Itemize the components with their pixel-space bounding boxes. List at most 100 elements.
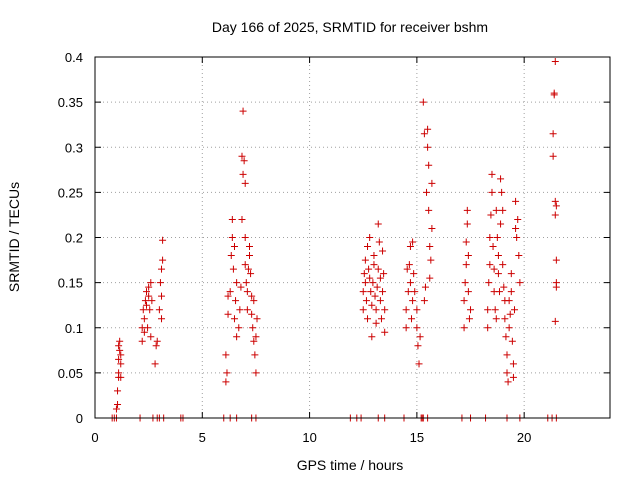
data-point (138, 337, 146, 345)
data-point (224, 292, 232, 300)
data-point (372, 319, 380, 327)
data-point (505, 297, 513, 305)
x-tick-label: 5 (199, 430, 206, 445)
data-point (241, 179, 249, 187)
data-point (499, 261, 507, 269)
data-point (503, 351, 511, 359)
y-tick-label: 0.25 (58, 185, 83, 200)
data-point (377, 315, 385, 323)
data-point (485, 279, 493, 287)
data-point (253, 315, 261, 323)
data-point (362, 297, 370, 305)
data-point (159, 256, 167, 264)
data-point (115, 355, 123, 363)
data-point (365, 265, 373, 273)
data-point (502, 333, 510, 341)
data-points (108, 58, 560, 422)
data-point (409, 238, 417, 246)
data-point (238, 152, 246, 160)
data-point (146, 306, 154, 314)
data-point (147, 333, 155, 341)
y-tick-label: 0.4 (65, 50, 83, 65)
data-point (248, 292, 256, 300)
data-point (139, 306, 147, 314)
y-tick-label: 0.3 (65, 140, 83, 155)
data-point (366, 274, 374, 282)
data-point (239, 107, 247, 115)
data-point (500, 283, 508, 291)
data-point (402, 306, 410, 314)
data-point (460, 324, 468, 332)
data-point (145, 292, 153, 300)
data-point (236, 306, 244, 314)
data-point (551, 58, 559, 66)
data-point (507, 270, 515, 278)
data-point (112, 405, 120, 413)
y-tick-label: 0 (76, 411, 83, 426)
data-point (148, 297, 156, 305)
data-point (427, 256, 435, 264)
data-point (381, 306, 389, 314)
data-point (158, 315, 166, 323)
data-point (420, 130, 428, 138)
data-point (155, 306, 163, 314)
data-point (498, 188, 506, 196)
data-point (243, 288, 251, 296)
data-point (413, 324, 421, 332)
data-point (512, 197, 520, 205)
data-point (497, 220, 505, 228)
data-point (240, 157, 248, 165)
data-point (421, 283, 429, 291)
data-point (145, 283, 153, 291)
data-point (238, 215, 246, 223)
data-point (462, 238, 470, 246)
data-point (222, 351, 230, 359)
data-point (514, 215, 522, 223)
data-point (246, 243, 253, 251)
data-point (487, 211, 495, 219)
data-point (460, 297, 468, 305)
data-point (488, 170, 496, 178)
data-point (551, 197, 559, 205)
data-point (424, 125, 432, 133)
data-point (227, 252, 235, 260)
data-point (425, 161, 433, 169)
data-point (117, 360, 125, 368)
data-point (159, 236, 167, 244)
data-point (461, 279, 469, 287)
data-point (370, 261, 378, 269)
data-point (410, 270, 418, 278)
data-point (507, 288, 515, 296)
data-point (426, 243, 434, 251)
data-point (505, 324, 513, 332)
data-point (552, 202, 560, 210)
data-point (153, 337, 161, 345)
data-point (463, 206, 471, 214)
data-point (140, 328, 148, 336)
grid-lines (95, 57, 610, 418)
data-point (371, 292, 379, 300)
data-point (232, 297, 240, 305)
y-tick-label: 0.35 (58, 95, 83, 110)
data-point (486, 261, 494, 269)
data-point (247, 270, 255, 278)
data-point (228, 234, 236, 241)
data-point (426, 274, 434, 282)
data-point (549, 152, 557, 160)
data-point (408, 315, 416, 323)
data-point (551, 211, 559, 219)
data-point (230, 315, 238, 323)
data-point (144, 324, 152, 332)
data-point (114, 387, 122, 395)
data-point (501, 315, 509, 323)
data-point (463, 220, 471, 228)
data-point (226, 288, 234, 296)
data-point (116, 337, 124, 345)
data-point (494, 252, 502, 260)
data-point (405, 261, 413, 269)
data-point (249, 324, 257, 332)
data-point (491, 306, 499, 314)
data-point (252, 369, 260, 377)
data-point (141, 297, 149, 305)
